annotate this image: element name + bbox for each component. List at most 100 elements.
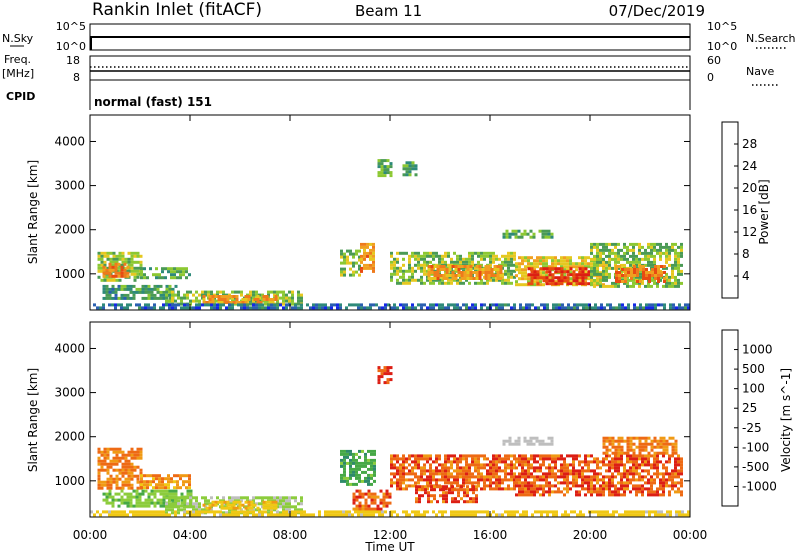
cell-0-12	[590, 262, 593, 266]
cell-0-17	[144, 303, 147, 307]
cell-1-13	[285, 510, 288, 514]
cell-1-2	[111, 501, 115, 505]
cell-0-14	[599, 260, 602, 264]
cell-0-17	[501, 306, 504, 310]
cell-0-4	[192, 299, 195, 303]
cell-0-12	[575, 265, 578, 269]
cell-1-13	[555, 513, 558, 517]
cell-1-13	[564, 513, 567, 517]
cell-1-10	[602, 457, 605, 461]
cell-1-7	[377, 378, 381, 382]
cell-1-11	[626, 448, 630, 452]
cell-0-10	[462, 266, 465, 270]
cell-0-12	[590, 265, 593, 269]
cell-0-14	[665, 242, 668, 246]
cell-0-15	[654, 274, 657, 277]
cell-0-3	[120, 284, 124, 288]
cell-1-13	[408, 513, 411, 517]
cell-0-12	[563, 274, 566, 278]
cell-0-10	[477, 281, 480, 285]
cell-1-1	[140, 477, 143, 481]
cell-1-13	[630, 513, 633, 517]
cell-1-5	[352, 455, 355, 459]
cell-0-10	[468, 281, 471, 285]
cell-0-14	[608, 266, 611, 270]
cell-0-5	[208, 295, 212, 298]
cell-0-6	[355, 270, 358, 274]
cell-1-11	[650, 442, 654, 446]
cell-0-17	[585, 303, 588, 307]
cell-1-4	[247, 500, 251, 504]
cell-1-11	[629, 448, 633, 452]
cell-1-10	[533, 490, 536, 494]
cell-0-17	[405, 303, 408, 307]
cell-1-10	[551, 475, 554, 479]
cell-1-0	[133, 468, 137, 472]
cell-0-14	[665, 251, 668, 255]
cell-1-3	[177, 496, 180, 500]
cell-1-2	[162, 498, 166, 502]
cell-0-7	[363, 242, 366, 246]
cell-0-3	[111, 287, 115, 291]
cell-0-6	[343, 267, 346, 271]
cell-1-6	[352, 501, 356, 505]
cell-0-11	[499, 277, 503, 280]
cell-0-10	[402, 257, 405, 261]
cell-0-5	[220, 298, 224, 301]
cell-1-2	[162, 495, 166, 499]
cell-1-13	[654, 513, 657, 517]
cell-1-10	[560, 472, 563, 476]
cell-0-3	[126, 296, 130, 300]
cell-1-5	[346, 455, 349, 459]
cell-0-16	[526, 232, 530, 236]
cell-0-17	[93, 303, 96, 307]
cell-0-13	[563, 279, 567, 283]
cell-1-13	[333, 513, 336, 517]
cell-0-13	[545, 279, 549, 283]
cell-0-10	[471, 260, 474, 264]
cell-1-10	[587, 481, 590, 485]
cell-1-10	[614, 466, 617, 470]
colorbar-tick-label-1-7: -1000	[742, 479, 777, 493]
cell-0-14	[659, 254, 662, 258]
cell-1-8	[465, 472, 468, 476]
cell-1-3	[174, 505, 177, 509]
cell-0-17	[324, 303, 327, 307]
cell-0-13	[533, 273, 537, 277]
cell-0-14	[638, 251, 641, 255]
cell-1-6	[367, 507, 371, 511]
cell-1-10	[527, 490, 530, 494]
cell-0-17	[507, 303, 510, 307]
cell-1-3	[195, 508, 198, 512]
cell-1-5	[355, 473, 358, 477]
cell-0-15	[648, 274, 651, 277]
cell-1-11	[635, 436, 639, 440]
cell-1-4	[274, 503, 278, 507]
cell-1-5	[343, 473, 346, 477]
cell-1-8	[459, 460, 462, 464]
cell-0-7	[360, 266, 363, 270]
cell-0-11	[454, 268, 458, 271]
cell-0-10	[483, 281, 486, 285]
cell-0-15	[618, 280, 621, 283]
cell-0-4	[282, 290, 285, 294]
cell-0-14	[599, 248, 602, 252]
cell-1-5	[349, 449, 352, 453]
cell-0-3	[105, 296, 109, 300]
cell-1-10	[521, 481, 524, 485]
cell-1-8	[420, 478, 423, 482]
cell-1-10	[539, 457, 542, 461]
cell-0-7	[363, 245, 366, 249]
cell-0-16	[502, 235, 506, 239]
cell-0-12	[578, 256, 581, 260]
cell-1-10	[608, 478, 611, 482]
cell-1-13	[285, 513, 288, 517]
cell-1-10	[596, 457, 599, 461]
cell-0-11	[451, 265, 455, 268]
cell-1-13	[414, 513, 417, 517]
cell-1-1	[161, 483, 164, 487]
cell-0-0	[124, 266, 128, 270]
cell-0-14	[626, 248, 629, 252]
cell-1-6	[361, 507, 365, 511]
cell-0-3	[123, 284, 127, 288]
